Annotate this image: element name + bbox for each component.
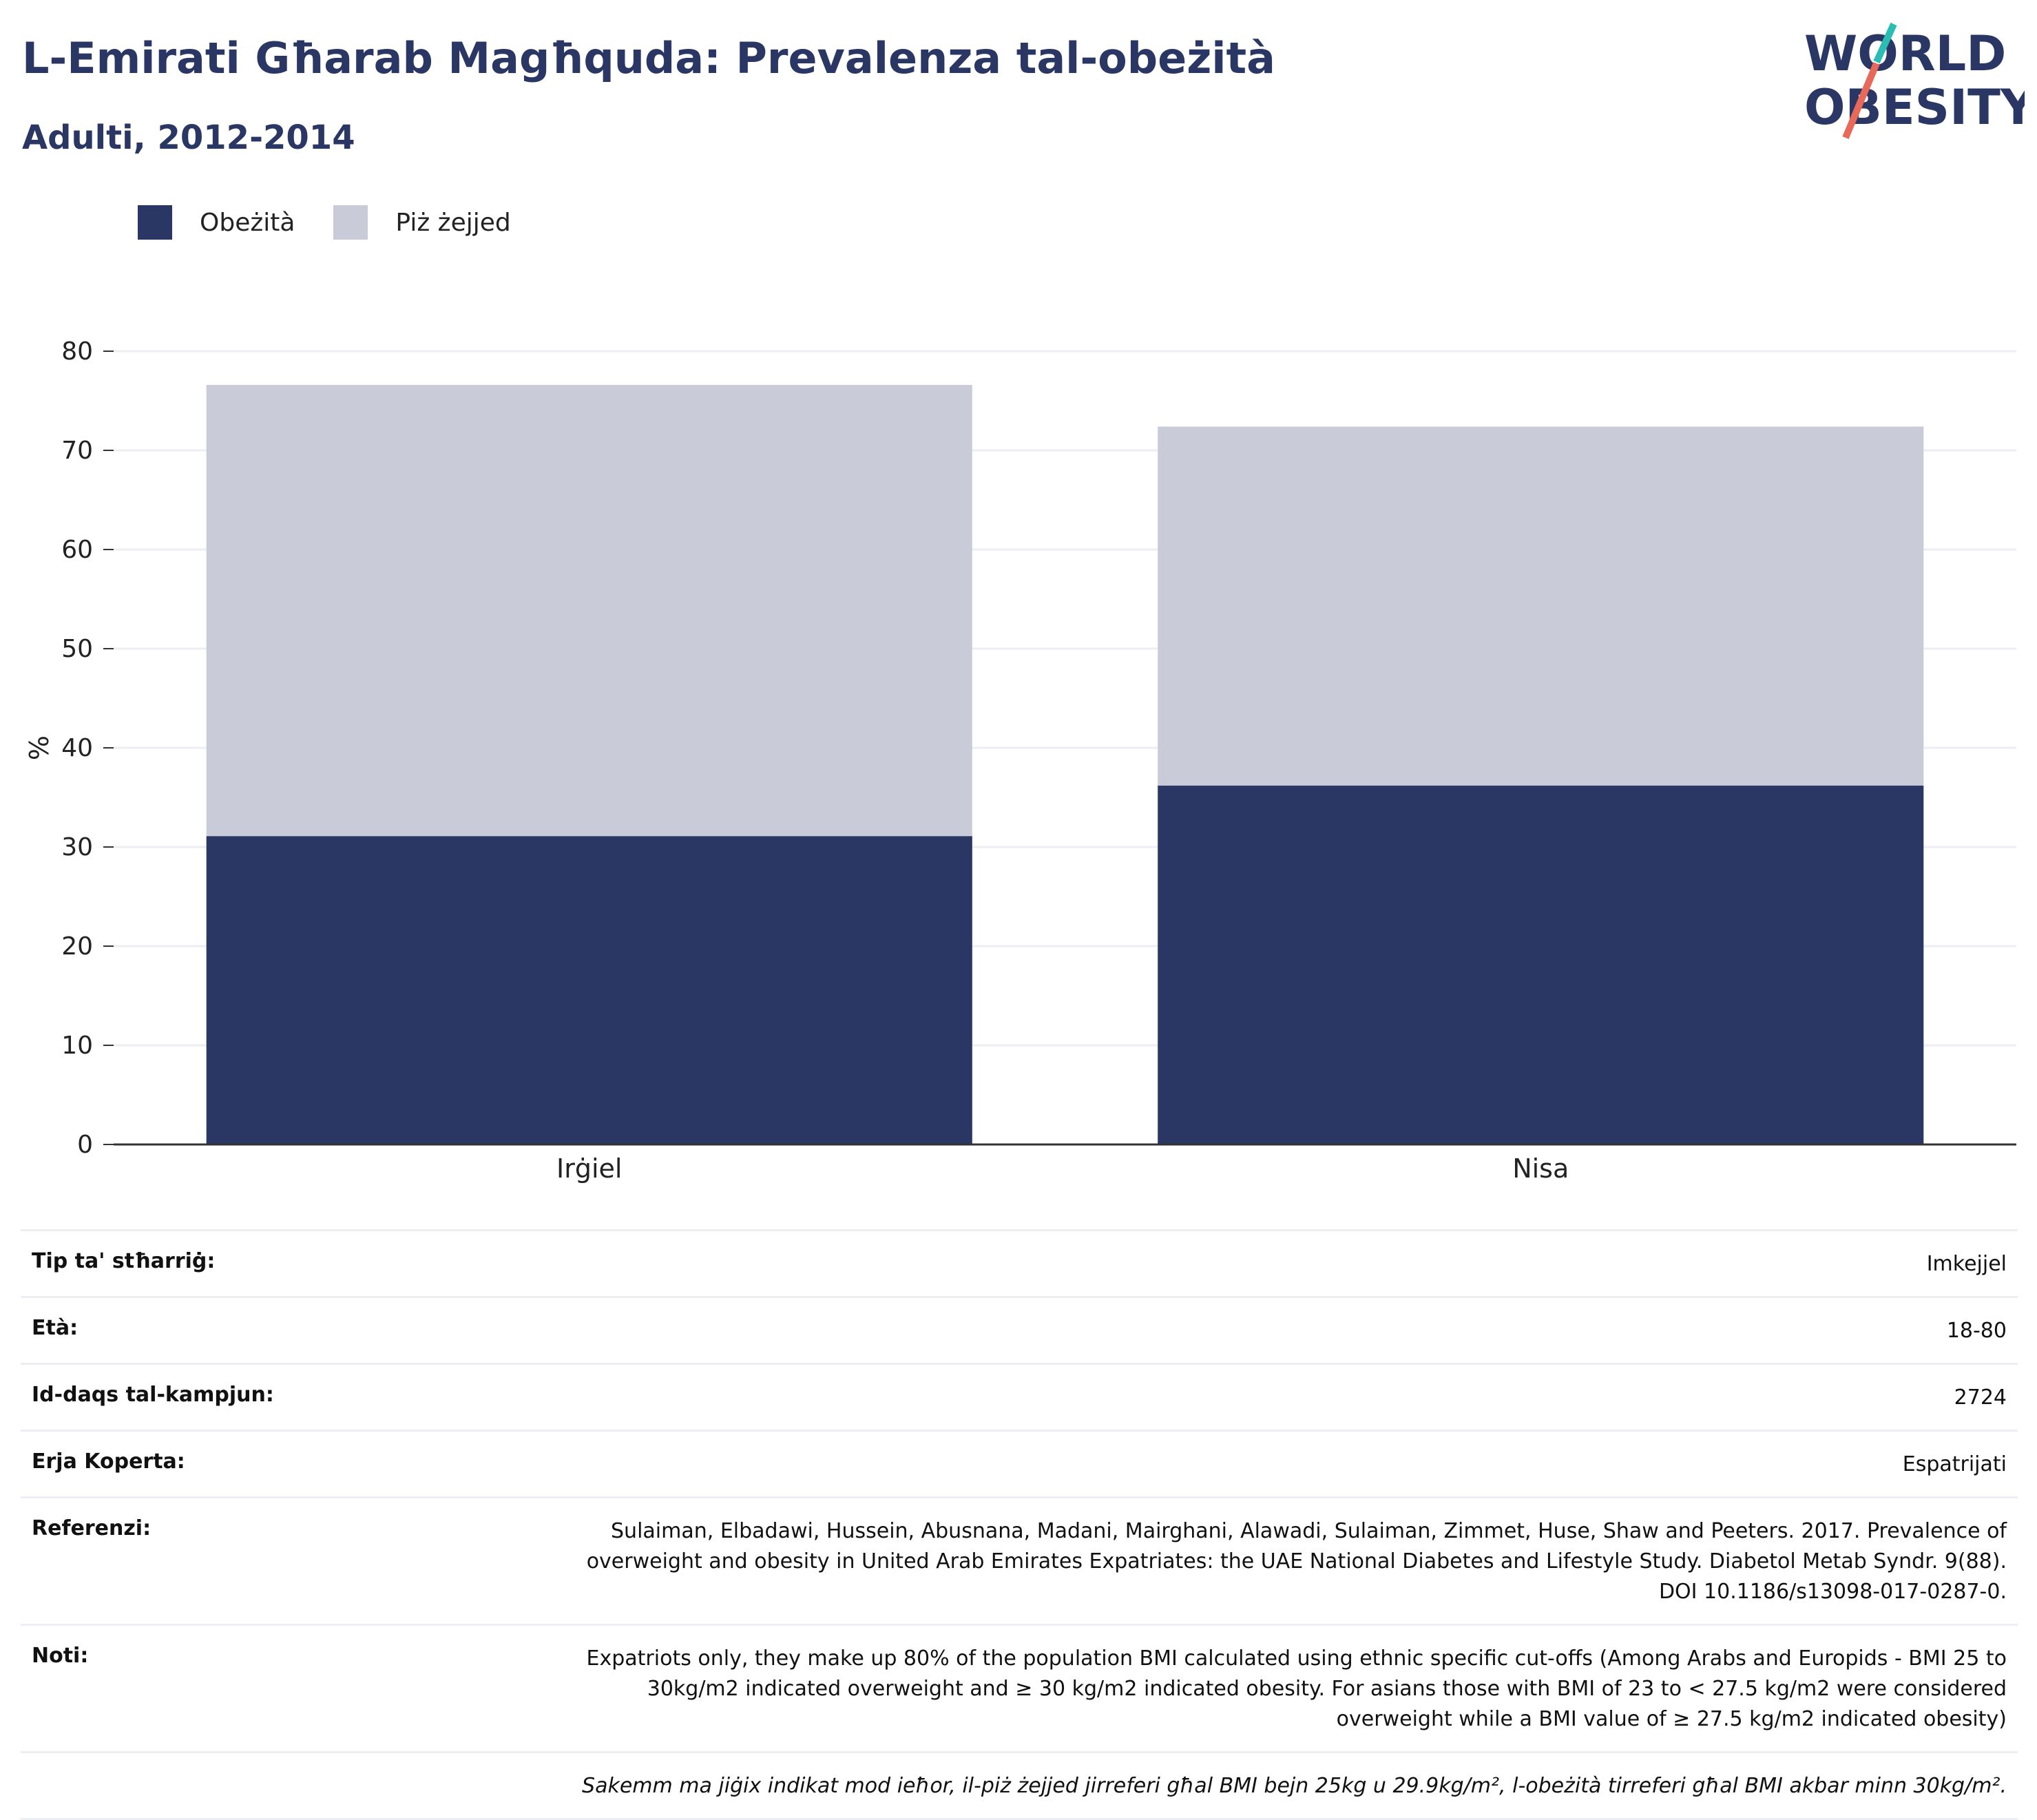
info-row-survey-type: Tip ta' stħarriġ: Imkejjel	[21, 1229, 2018, 1296]
y-axis-label: %	[24, 735, 54, 760]
info-row-references: Referenzi: Sulaiman, Elbadawi, Hussein, …	[21, 1496, 2018, 1624]
stacked-bar-chart: 0 10 20 30 40 50 60 70 80% Irġiel Nisa	[24, 337, 2016, 1184]
x-tick-label: Irġiel	[556, 1153, 622, 1184]
info-row-area-covered: Erja Koperta: Espatrijati	[21, 1430, 2018, 1496]
legend-item-obesity[interactable]: Obeżità	[138, 205, 295, 240]
legend-swatch-obesity	[138, 205, 172, 240]
info-key: Erja Koperta:	[32, 1450, 185, 1474]
info-key: Id-daqs tal-kampjun:	[32, 1383, 274, 1407]
world-obesity-logo: WORLD OBESITY	[1804, 22, 2025, 139]
info-row-notes: Noti: Expatriots only, they make up 80% …	[21, 1624, 2018, 1751]
y-tick-label: 80	[61, 337, 93, 366]
page-title: L-Emirati Għarab Magħquda: Prevalenza ta…	[22, 33, 1276, 83]
bar-overweight	[1158, 426, 1924, 786]
chart-legend: Obeżità Piż żejjed	[138, 205, 550, 240]
bar-obesity	[1158, 785, 1924, 1144]
y-tick-label: 70	[61, 437, 93, 465]
info-row-footnote: Sakemm ma jiġix indikat mod ieħor, il-pi…	[21, 1751, 2018, 1820]
legend-swatch-overweight	[333, 205, 368, 240]
info-row-age: Età: 18-80	[21, 1296, 2018, 1363]
x-tick-label: Nisa	[1512, 1153, 1569, 1184]
y-tick-label: 40	[61, 734, 93, 762]
logo-line2: OBESITY	[1804, 79, 2025, 136]
info-key: Noti:	[32, 1644, 89, 1668]
info-value: Expatriots only, they make up 80% of the…	[586, 1646, 2007, 1731]
bar-overweight	[206, 384, 972, 837]
info-key: Referenzi:	[32, 1516, 152, 1540]
info-key: Età:	[32, 1316, 79, 1340]
logo-accent-teal	[1873, 22, 1897, 64]
legend-item-overweight[interactable]: Piż żejjed	[333, 205, 511, 240]
info-value: Espatrijati	[1902, 1452, 2007, 1476]
legend-label-obesity: Obeżità	[200, 208, 295, 237]
info-value: 2724	[1954, 1385, 2007, 1410]
footnote-text: Sakemm ma jiġix indikat mod ieħor, il-pi…	[582, 1774, 2007, 1798]
info-value: Sulaiman, Elbadawi, Hussein, Abusnana, M…	[586, 1519, 2007, 1604]
logo-accent-coral	[1842, 62, 1880, 139]
y-tick-label: 30	[61, 833, 93, 861]
y-tick-label: 50	[61, 635, 93, 663]
bar-obesity	[206, 836, 972, 1144]
page-subtitle: Adulti, 2012-2014	[22, 118, 355, 157]
info-value: Imkejjel	[1926, 1252, 2007, 1276]
info-value: 18-80	[1946, 1319, 2007, 1343]
y-tick-label: 20	[61, 932, 93, 961]
y-tick-label: 10	[61, 1032, 93, 1060]
legend-label-overweight: Piż żejjed	[395, 208, 511, 237]
info-key: Tip ta' stħarriġ:	[32, 1249, 216, 1273]
y-tick-label: 0	[77, 1131, 93, 1159]
logo-line1: WORLD	[1804, 25, 2006, 82]
info-table: Tip ta' stħarriġ: Imkejjel Età: 18-80 Id…	[21, 1229, 2018, 1820]
y-tick-label: 60	[61, 536, 93, 564]
info-row-sample-size: Id-daqs tal-kampjun: 2724	[21, 1363, 2018, 1430]
